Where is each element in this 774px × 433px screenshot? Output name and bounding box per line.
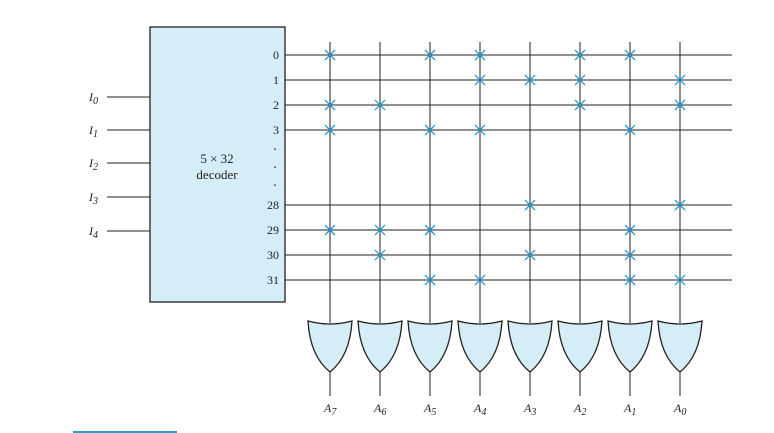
output-label-a0: A0 [673, 401, 686, 418]
input-lines: I0 I1 I2 I3 I4 [88, 90, 150, 241]
connection-mark [674, 99, 686, 111]
row-label-31: 31 [267, 273, 279, 287]
connection-mark [424, 274, 436, 286]
or-gate-a4 [457, 320, 503, 373]
input-label: I3 [88, 190, 98, 207]
caption-strip [73, 431, 177, 433]
or-gate-a3 [507, 320, 553, 373]
output-label-a5: A5 [423, 401, 436, 418]
or-gate-a5 [407, 320, 453, 373]
or-gates [307, 320, 703, 373]
input-label: I2 [88, 156, 98, 173]
connection-mark [374, 99, 386, 111]
connection-mark [574, 74, 586, 86]
connection-mark [424, 224, 436, 236]
input-i3: I3 [88, 190, 150, 207]
input-label: I0 [88, 90, 98, 107]
input-label: I4 [88, 224, 98, 241]
connection-mark [624, 224, 636, 236]
connection-mark [324, 49, 336, 61]
connection-mark [324, 124, 336, 136]
connection-mark [574, 99, 586, 111]
connection-mark [474, 49, 486, 61]
connection-mark [524, 249, 536, 261]
decoder-size-label: 5 × 32 [200, 151, 233, 166]
output-label-a6: A6 [373, 401, 386, 418]
connection-mark [524, 74, 536, 86]
output-label-a3: A3 [523, 401, 536, 418]
ellipsis-dot: . [273, 175, 277, 190]
connection-mark [374, 249, 386, 261]
row-label-1: 1 [273, 73, 279, 87]
decoder-name-label: decoder [196, 167, 238, 182]
connection-mark [674, 74, 686, 86]
input-i1: I1 [88, 123, 150, 140]
connection-mark [374, 224, 386, 236]
output-row-labels: 0 1 2 3 . . . 28 29 30 31 [267, 48, 279, 287]
connection-mark [624, 49, 636, 61]
connection-marks [324, 49, 686, 286]
connection-mark [674, 199, 686, 211]
row-label-0: 0 [273, 48, 279, 62]
or-gate-a1 [607, 320, 653, 373]
or-gate-a0 [657, 320, 703, 373]
row-label-29: 29 [267, 223, 279, 237]
row-label-28: 28 [267, 198, 279, 212]
input-i0: I0 [88, 90, 150, 107]
connection-mark [474, 274, 486, 286]
connection-mark [324, 224, 336, 236]
connection-mark [424, 49, 436, 61]
connection-mark [424, 124, 436, 136]
output-lines [285, 54, 732, 281]
output-label-a2: A2 [573, 401, 586, 418]
connection-mark [474, 124, 486, 136]
output-label-a4: A4 [473, 401, 486, 418]
connection-mark [474, 74, 486, 86]
connection-mark [324, 99, 336, 111]
row-label-3: 3 [273, 123, 279, 137]
gate-input-lines [329, 42, 681, 323]
connection-mark [674, 274, 686, 286]
gate-output-wires [329, 372, 681, 396]
decoder-box [149, 26, 286, 303]
or-gate-a6 [357, 320, 403, 373]
connection-mark [524, 199, 536, 211]
or-gate-a2 [557, 320, 603, 373]
connection-mark [624, 274, 636, 286]
connection-mark [624, 124, 636, 136]
input-i2: I2 [88, 156, 150, 173]
connection-mark [574, 49, 586, 61]
connection-mark [624, 249, 636, 261]
output-label-a1: A1 [623, 401, 636, 418]
row-label-2: 2 [273, 98, 279, 112]
input-label: I1 [88, 123, 98, 140]
output-label-a7: A7 [323, 401, 337, 418]
row-label-30: 30 [267, 248, 279, 262]
decoder-block: 5 × 32 decoder [149, 26, 286, 303]
ellipsis-dot: . [273, 139, 277, 154]
gate-output-labels: A7 A6 A5 A4 A3 A2 A1 A0 [323, 401, 686, 418]
input-i4: I4 [88, 224, 150, 241]
ellipsis-dot: . [273, 157, 277, 172]
or-gate-a7 [307, 320, 353, 373]
